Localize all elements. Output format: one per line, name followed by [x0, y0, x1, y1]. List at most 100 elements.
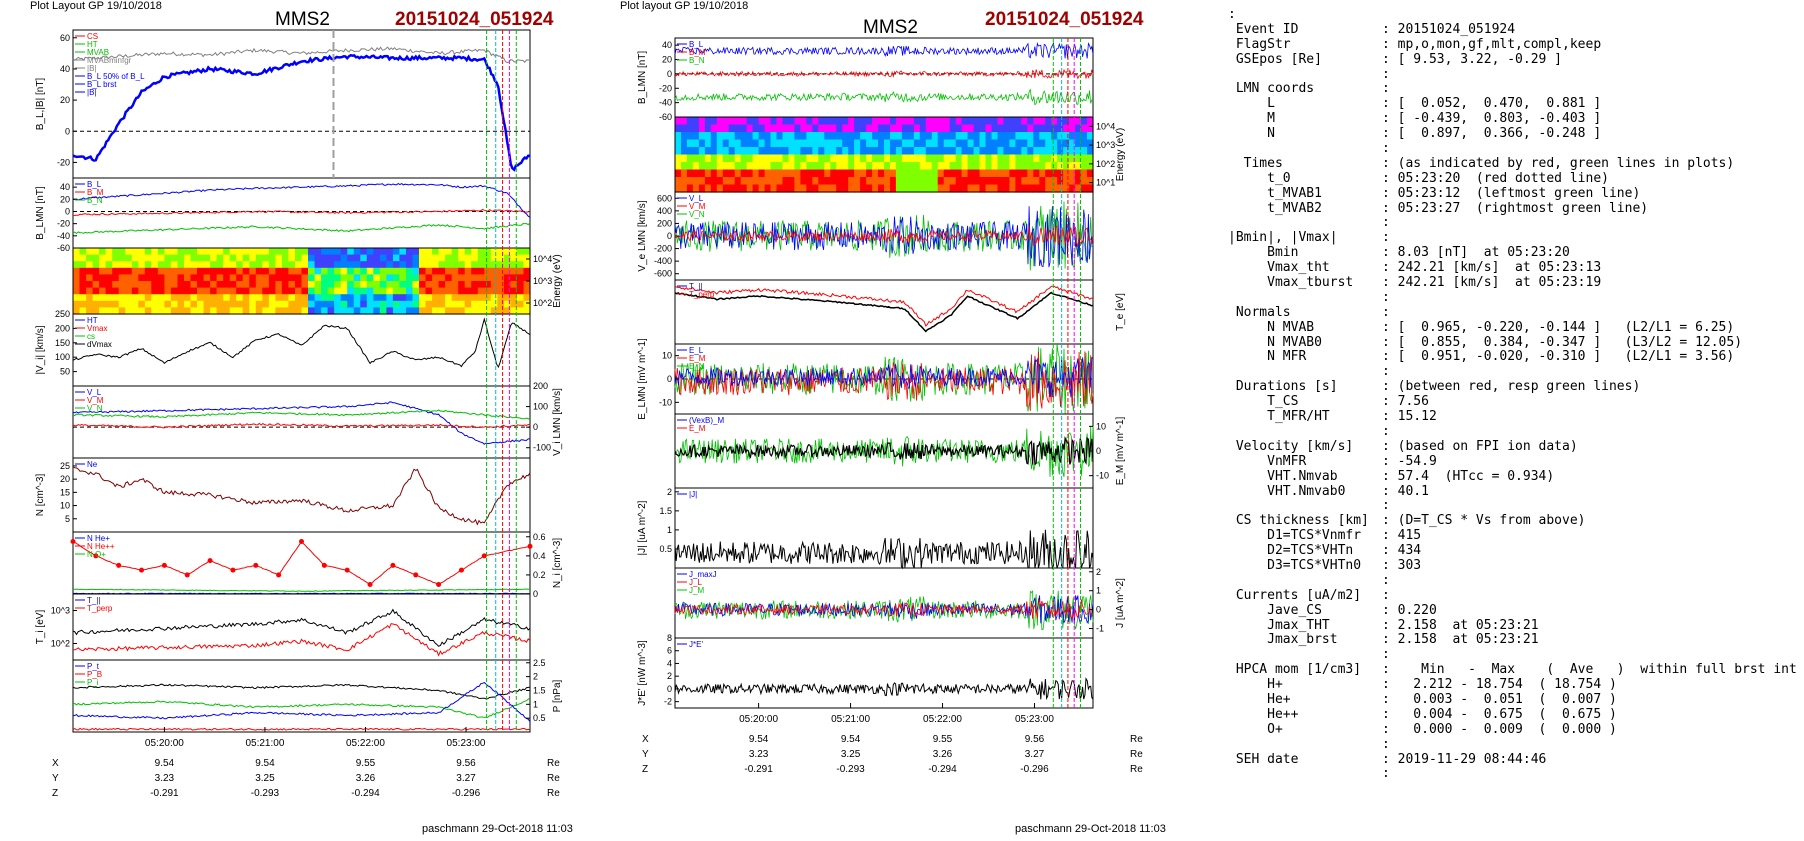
legend-entry: HT — [87, 316, 98, 325]
spectrogram-cell — [73, 254, 81, 262]
spectrogram-cell — [144, 287, 152, 295]
spectrogram-cell — [752, 124, 760, 133]
spectrogram-cell — [752, 169, 760, 178]
spectrogram-cell — [884, 117, 891, 126]
spectrogram-cell — [184, 300, 192, 308]
y-axis-label: B_L,|B| [nT] — [35, 78, 46, 131]
spectrogram-cell — [484, 294, 492, 302]
spectrogram-cell — [1039, 117, 1046, 126]
spectrogram-cell — [746, 154, 754, 163]
position-unit: Re — [1130, 764, 1143, 775]
spectrogram-cell — [788, 117, 796, 126]
spectrogram-cell — [961, 147, 969, 156]
legend-entry: T_perp — [87, 604, 113, 613]
summary-value: : 40.1 — [1382, 483, 1429, 499]
position-row-label: X — [642, 734, 649, 745]
spectrogram-cell — [991, 154, 999, 163]
spectrogram-cell — [764, 132, 772, 141]
spectrogram-cell — [728, 147, 736, 156]
spectrogram-cell — [125, 300, 133, 308]
summary-row: : — [1228, 424, 1798, 440]
spectrogram-cell — [268, 300, 276, 308]
spectrogram-cell — [73, 248, 81, 256]
summary-value: : — [1382, 289, 1390, 305]
spectrogram-cell — [125, 274, 133, 282]
spectrogram-cell — [373, 261, 381, 269]
series-line-B_N — [674, 88, 1094, 106]
legend-entry: |J| — [689, 490, 697, 499]
spectrogram-cell — [1075, 147, 1082, 156]
spectrogram-cell — [216, 274, 224, 282]
spectrogram-cell — [776, 132, 784, 141]
summary-row: : — [1228, 573, 1798, 589]
spectrogram-cell — [848, 169, 855, 178]
spectrogram-cell — [1015, 184, 1022, 193]
spectrogram-cell — [913, 162, 921, 171]
spectrogram-cell — [151, 287, 159, 295]
spectrogram-cell — [806, 132, 813, 141]
spectrogram-cell — [949, 184, 957, 193]
summary-row: : — [1228, 647, 1798, 663]
spectrogram-cell — [327, 294, 335, 302]
spectrogram-cell — [406, 248, 414, 256]
spectrogram-cell — [131, 261, 139, 269]
spectrogram-cell — [210, 248, 218, 256]
spectrogram-cell — [347, 274, 355, 282]
summary-value: : 0.000 - 0.009 ( 0.000 ) — [1382, 721, 1617, 737]
spectrogram-cell — [1009, 147, 1016, 156]
spectrogram-cell — [301, 294, 309, 302]
spectrogram-cell — [824, 147, 831, 156]
he-plus-plus-point — [161, 562, 167, 568]
position-unit: Re — [547, 773, 560, 784]
spectrogram-cell — [812, 169, 819, 178]
spectrogram-cell — [1045, 162, 1052, 171]
spectrogram-cell — [262, 287, 270, 295]
spectrogram-cell — [105, 274, 113, 282]
spectrogram-cell — [836, 139, 843, 148]
spectrogram-cell — [399, 294, 407, 302]
spectrogram-cell — [197, 287, 205, 295]
spectrogram-cell — [177, 274, 185, 282]
x-tick-label: 05:23:00 — [1015, 714, 1054, 725]
y-tick-label: -100 — [533, 443, 551, 453]
spectrogram-cell — [716, 162, 724, 171]
y-tick-label: 10^3 — [51, 606, 70, 616]
spectrogram-cell — [830, 169, 837, 178]
spectrogram-cell — [490, 267, 498, 275]
spectrogram-cell — [516, 287, 524, 295]
spectrogram-cell — [1051, 124, 1058, 133]
spectrogram-cell — [961, 124, 969, 133]
spectrogram-cell — [949, 169, 957, 178]
spectrogram-cell — [716, 147, 724, 156]
y-tick-label: -10 — [659, 397, 672, 407]
spectrogram-cell — [1045, 169, 1052, 178]
spectrogram-cell — [746, 184, 754, 193]
spectrogram-cell — [878, 162, 885, 171]
spectrogram-cell — [1039, 124, 1046, 133]
spectrogram-cell — [216, 294, 224, 302]
spectrogram-cell — [1057, 132, 1064, 141]
spectrogram-cell — [118, 294, 126, 302]
summary-value: : 415 — [1382, 528, 1422, 544]
spectrogram-cell — [386, 248, 394, 256]
spectrogram-cell — [510, 267, 518, 275]
spectrogram-cell — [1087, 169, 1094, 178]
spectrogram-cell — [782, 154, 790, 163]
spectrogram-cell — [1051, 154, 1058, 163]
spectrogram-cell — [943, 169, 951, 178]
spectrogram-cell — [1075, 162, 1082, 171]
summary-key: T_CS — [1228, 394, 1299, 410]
spectrogram-cell — [347, 307, 355, 315]
spectrogram-cell — [901, 177, 909, 186]
spectrogram-cell — [399, 254, 407, 262]
spectrogram-cell — [746, 124, 754, 133]
he-plus-plus-point — [527, 543, 533, 549]
spectrogram-cell — [386, 261, 394, 269]
spectrogram-cell — [686, 139, 694, 148]
spectrogram-cell — [510, 254, 518, 262]
series-line-E_M — [674, 343, 1094, 414]
spectrogram-cell — [210, 294, 218, 302]
spectrogram-cell — [353, 274, 361, 282]
spectrogram-cell — [425, 248, 433, 256]
spectrogram-cell — [308, 281, 316, 289]
